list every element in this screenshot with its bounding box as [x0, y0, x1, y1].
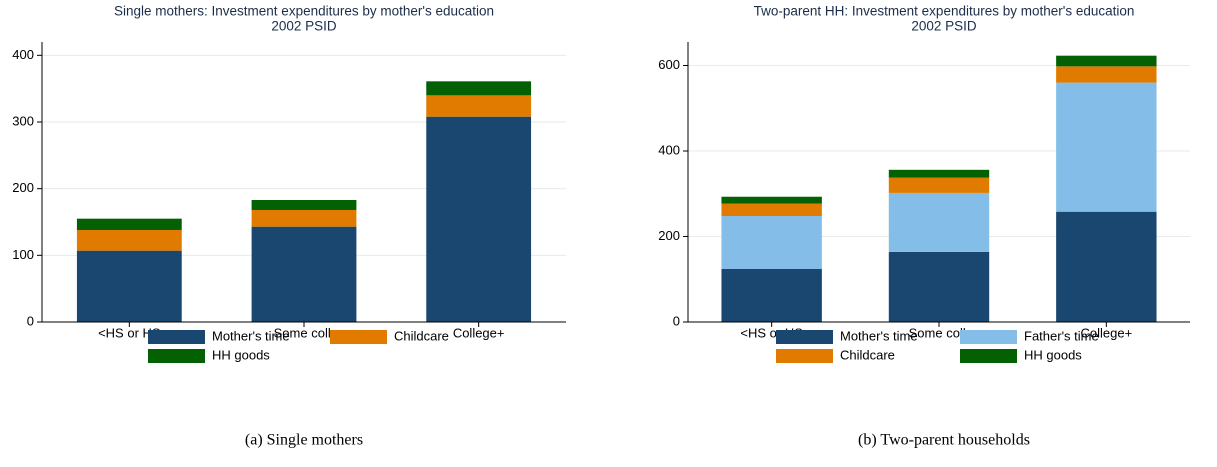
- y-tick-label: 400: [658, 142, 680, 157]
- y-tick-label: 600: [658, 57, 680, 72]
- bar-segment: [721, 268, 822, 322]
- legend-swatch: [776, 330, 833, 344]
- caption: (a) Single mothers: [245, 432, 363, 449]
- bar-segment: [888, 251, 990, 322]
- legend-swatch: [148, 330, 205, 344]
- y-tick-label: 0: [673, 313, 680, 328]
- bar-segment: [888, 192, 990, 252]
- legend-label: HH goods: [1024, 347, 1082, 362]
- legend-label: Father's time: [1024, 328, 1099, 343]
- y-tick-label: 200: [12, 180, 34, 195]
- x-tick-label: <HS or HS: [98, 325, 161, 340]
- bar-segment: [426, 95, 532, 117]
- y-tick-label: 300: [12, 113, 34, 128]
- bar-segment: [251, 210, 357, 227]
- bar-segment: [426, 81, 532, 96]
- y-tick-label: 400: [12, 47, 34, 62]
- bar-segment: [1056, 55, 1157, 67]
- bar-segment: [76, 218, 182, 230]
- bar-segment: [1056, 66, 1157, 83]
- bar-segment: [721, 215, 822, 269]
- chart-subtitle: 2002 PSID: [271, 19, 337, 34]
- legend-label: Mother's time: [840, 328, 918, 343]
- legend-swatch: [776, 349, 833, 363]
- caption: (b) Two-parent households: [858, 432, 1030, 449]
- chart-title: Single mothers: Investment expenditures …: [114, 4, 494, 19]
- y-tick-label: 0: [27, 313, 34, 328]
- legend-label: Mother's time: [212, 328, 290, 343]
- chart-title: Two-parent HH: Investment expenditures b…: [754, 4, 1135, 19]
- legend-swatch: [330, 330, 387, 344]
- bar-segment: [888, 169, 990, 178]
- x-tick-label: College+: [1080, 325, 1132, 340]
- x-tick-label: Some coll.: [274, 325, 335, 340]
- y-tick-label: 100: [12, 247, 34, 262]
- x-tick-label: College+: [453, 325, 505, 340]
- bar-segment: [721, 196, 822, 204]
- legend-label: Childcare: [840, 347, 895, 362]
- bar-segment: [76, 250, 182, 322]
- bar-segment: [76, 230, 182, 251]
- bar-segment: [888, 177, 990, 193]
- chart-subtitle: 2002 PSID: [911, 19, 977, 34]
- bar-segment: [721, 203, 822, 216]
- bar-segment: [426, 116, 532, 323]
- legend-swatch: [960, 349, 1017, 363]
- legend-label: Childcare: [394, 328, 449, 343]
- bar-segment: [251, 200, 357, 210]
- legend-swatch: [148, 349, 205, 363]
- legend-swatch: [960, 330, 1017, 344]
- bar-segment: [1056, 82, 1157, 212]
- x-tick-label: Some coll.: [909, 325, 970, 340]
- legend-label: HH goods: [212, 347, 270, 362]
- bar-segment: [1056, 211, 1157, 322]
- bar-segment: [251, 226, 357, 322]
- y-tick-label: 200: [658, 228, 680, 243]
